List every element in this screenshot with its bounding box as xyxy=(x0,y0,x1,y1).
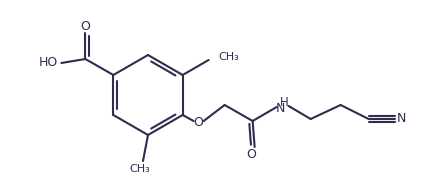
Text: H: H xyxy=(280,96,289,108)
Text: CH₃: CH₃ xyxy=(130,164,150,174)
Text: O: O xyxy=(246,149,256,162)
Text: CH₃: CH₃ xyxy=(219,52,239,62)
Text: HO: HO xyxy=(39,56,58,70)
Text: O: O xyxy=(194,117,204,130)
Text: N: N xyxy=(276,102,285,115)
Text: O: O xyxy=(81,20,90,33)
Text: N: N xyxy=(397,112,406,125)
